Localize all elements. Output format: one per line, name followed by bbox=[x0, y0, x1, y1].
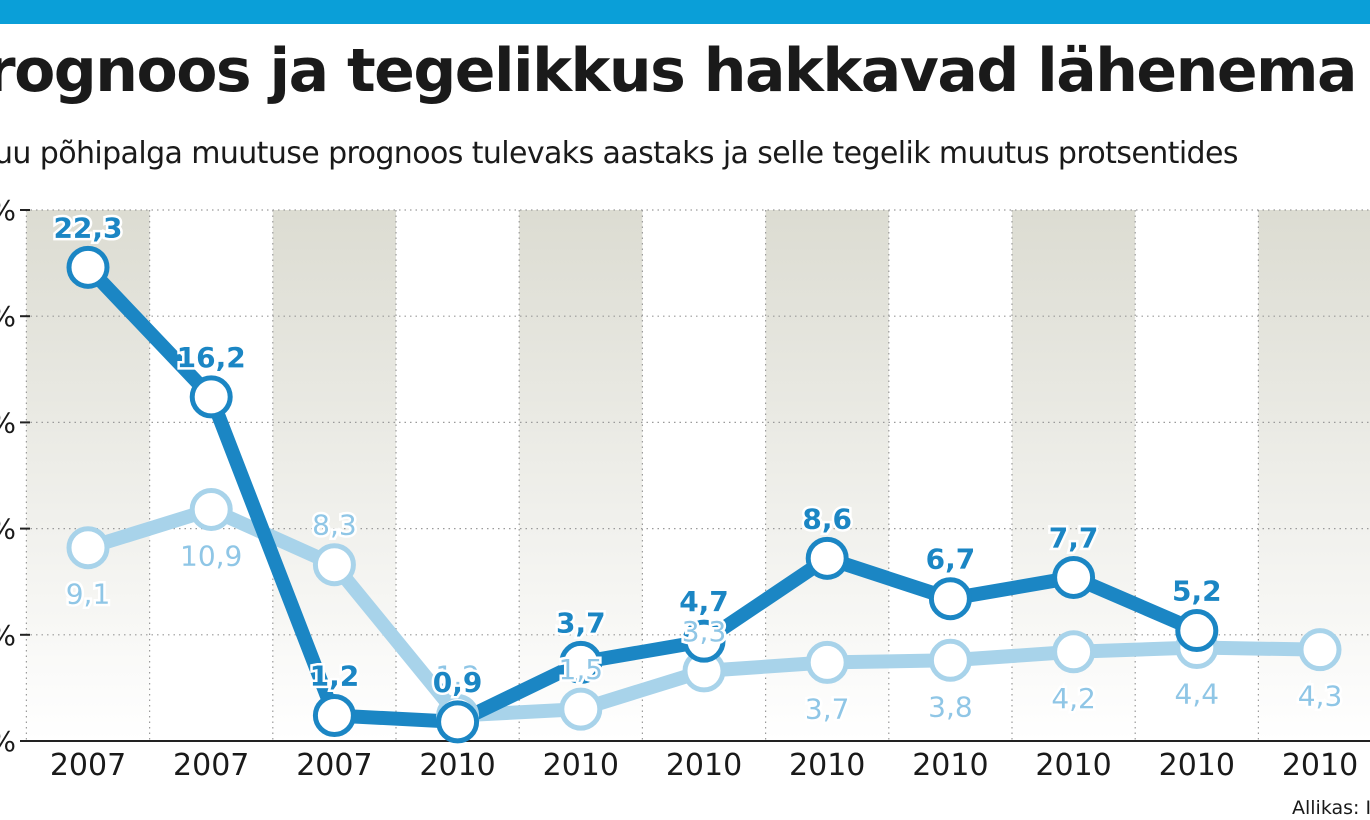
y-tick-label: % bbox=[0, 725, 16, 758]
dark-data-label: 16,2 bbox=[177, 341, 246, 374]
light-data-label: 4,3 bbox=[1298, 680, 1343, 713]
x-tick-label: 2010 bbox=[543, 748, 619, 783]
light-data-point bbox=[312, 543, 356, 587]
dark-data-label: 6,7 bbox=[926, 543, 976, 576]
light-data-label: 10,9 bbox=[180, 539, 242, 572]
dark-data-label: 5,2 bbox=[1172, 575, 1222, 608]
x-tick-label: 2010 bbox=[912, 748, 988, 783]
dark-data-label: 3,7 bbox=[556, 606, 606, 639]
dark-data-label: 7,7 bbox=[1049, 521, 1099, 554]
y-tick-label: % bbox=[0, 406, 16, 439]
y-tick-label: % bbox=[0, 513, 16, 546]
light-data-point bbox=[1052, 630, 1096, 674]
dark-data-point bbox=[1175, 609, 1219, 653]
light-data-label: 4,4 bbox=[1175, 678, 1220, 711]
dark-data-point bbox=[559, 640, 603, 684]
top-accent-bar bbox=[0, 0, 1370, 24]
chart-subtitle: uu põhipalga muutuse prognoos tulevaks a… bbox=[0, 136, 1238, 171]
dark-data-label: 22,3 bbox=[53, 211, 122, 244]
dark-data-label: 4,7 bbox=[679, 585, 729, 618]
x-tick-label: 2010 bbox=[419, 748, 495, 783]
light-data-point bbox=[805, 640, 849, 684]
y-tick-label: % bbox=[0, 300, 16, 333]
light-data-label: 3,7 bbox=[805, 692, 850, 725]
light-data-label: 4,2 bbox=[1051, 682, 1096, 715]
dark-data-point bbox=[436, 700, 480, 744]
x-tick-label: 2010 bbox=[666, 748, 742, 783]
dark-data-point bbox=[682, 619, 726, 663]
x-tick-label: 2010 bbox=[789, 748, 865, 783]
dark-data-point bbox=[312, 694, 356, 738]
light-data-point bbox=[928, 638, 972, 682]
light-data-point bbox=[559, 687, 603, 731]
dark-series-line bbox=[81, 260, 1204, 729]
column-band bbox=[272, 210, 396, 741]
light-data-label: 3,8 bbox=[928, 690, 973, 723]
light-data-label: 9,1 bbox=[66, 578, 111, 611]
x-tick-label: 2007 bbox=[296, 748, 372, 783]
dark-data-label: 0,9 bbox=[433, 666, 483, 699]
column-band bbox=[26, 210, 150, 741]
y-tick-label: % bbox=[0, 194, 16, 227]
y-tick-label: % bbox=[0, 619, 16, 652]
light-data-point bbox=[1298, 628, 1342, 672]
source-note: Allikas: I bbox=[1292, 797, 1370, 819]
dark-data-point bbox=[189, 375, 233, 419]
light-data-point bbox=[189, 487, 233, 531]
light-data-label: 1,5 bbox=[559, 653, 604, 686]
x-tick-label: 2010 bbox=[1282, 748, 1358, 783]
x-tick-label: 2007 bbox=[50, 748, 126, 783]
x-tick-label: 2010 bbox=[1035, 748, 1111, 783]
dark-data-point bbox=[1052, 555, 1096, 599]
dark-data-point bbox=[928, 577, 972, 621]
x-tick-label: 2007 bbox=[173, 748, 249, 783]
chart-title: rognoos ja tegelikkus hakkavad lähenema bbox=[0, 36, 1358, 106]
dark-data-label: 1,2 bbox=[310, 660, 360, 693]
dark-data-point bbox=[66, 245, 110, 289]
x-tick-label: 2010 bbox=[1159, 748, 1235, 783]
light-data-label: 8,3 bbox=[312, 509, 357, 542]
light-data-point bbox=[66, 526, 110, 570]
dark-data-point bbox=[805, 536, 849, 580]
light-data-label: 1,2 bbox=[435, 660, 480, 693]
dark-data-label: 8,6 bbox=[802, 502, 852, 535]
light-data-label: 3,3 bbox=[682, 615, 727, 648]
